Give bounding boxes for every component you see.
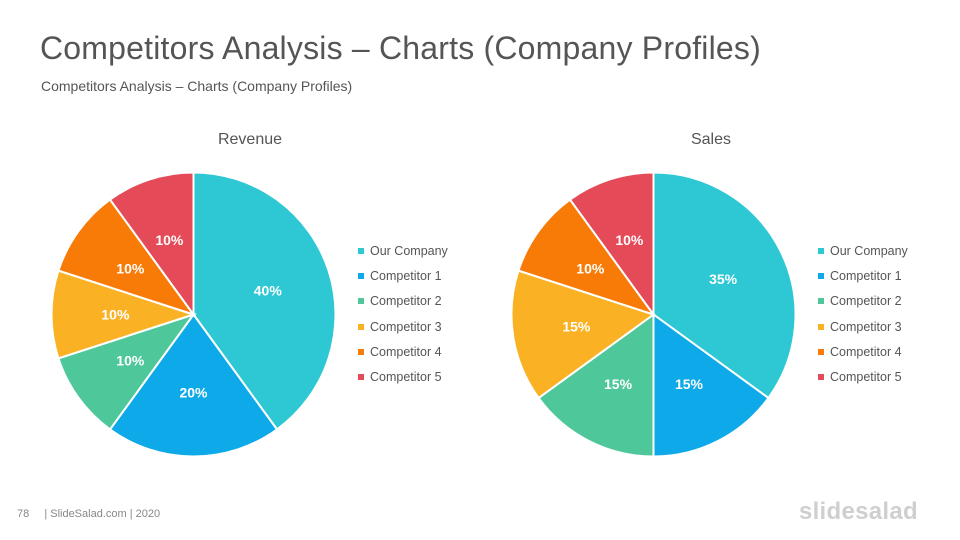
legend-label: Our Company [830, 243, 908, 258]
legend-item-competitor-4: Competitor 4 [358, 339, 448, 364]
legend-swatch [818, 298, 824, 305]
pie-slice-competitor-1 [108, 312, 279, 458]
pie-slice-competitor-3 [50, 269, 197, 360]
sales-legend: Our Company Competitor 1 Competitor 2 Compe… [818, 238, 908, 390]
pie-slice-competitor-1 [652, 312, 770, 458]
revenue-pie-chart: 40% 20% 10% 10% 10% 10% [50, 171, 337, 458]
data-label-competitor-4: 10% [576, 261, 605, 277]
chart-title-sales: Sales [690, 131, 732, 148]
legend-label: Competitor 4 [370, 344, 442, 359]
data-label-competitor-4: 10% [116, 261, 145, 277]
legend-item-competitor-5: Competitor 5 [818, 364, 908, 389]
pie-slice-competitor-5 [108, 171, 195, 318]
legend-item-competitor-3: Competitor 3 [358, 314, 448, 339]
sales-pie-chart: 35% 15% 15% 15% 10% 10% [510, 171, 797, 458]
legend-swatch [358, 247, 364, 254]
legend-label: Competitor 4 [830, 344, 902, 359]
legend-swatch [358, 348, 364, 355]
legend-label: Competitor 1 [370, 268, 442, 283]
legend-swatch [818, 247, 824, 254]
legend-label: Competitor 1 [830, 268, 902, 283]
legend-label: Our Company [370, 243, 448, 258]
legend-swatch [818, 348, 824, 355]
legend-item-competitor-2: Competitor 2 [358, 289, 448, 314]
data-label-our-company: 35% [709, 271, 738, 287]
data-label-competitor-3: 10% [101, 307, 130, 323]
data-label-competitor-1: 15% [675, 376, 704, 392]
legend-item-competitor-4: Competitor 4 [818, 339, 908, 364]
legend-swatch [358, 298, 364, 305]
legend-swatch [818, 323, 824, 330]
pie-slice-our-company [652, 171, 797, 400]
legend-item-competitor-1: Competitor 1 [358, 263, 448, 288]
legend-swatch [818, 374, 824, 381]
legend-swatch [358, 323, 364, 330]
legend-item-competitor-1: Competitor 1 [818, 263, 908, 288]
legend-label: Competitor 5 [370, 370, 442, 385]
legend-label: Competitor 2 [370, 294, 442, 309]
pie-slice-competitor-4 [57, 198, 197, 317]
legend-item-our-company: Our Company [358, 238, 448, 263]
pie-slice-competitor-2 [57, 312, 197, 431]
data-label-competitor-2: 15% [604, 376, 633, 392]
footer-credit: | SlideSalad.com | 2020 [44, 508, 161, 520]
legend-label: Competitor 3 [830, 319, 902, 334]
pie-slice-competitor-3 [510, 269, 656, 400]
legend-item-competitor-3: Competitor 3 [818, 314, 908, 339]
data-label-our-company: 40% [254, 282, 283, 298]
revenue-legend: Our Company Competitor 1 Competitor 2 Compe… [358, 238, 448, 390]
data-label-competitor-3: 15% [562, 319, 591, 335]
pie-slice-competitor-5 [568, 171, 655, 318]
legend-swatch [358, 272, 364, 279]
pie-slice-competitor-2 [537, 312, 655, 458]
pie-slice-our-company [192, 171, 337, 431]
legend-label: Competitor 2 [830, 294, 902, 309]
chart-title-revenue: Revenue [217, 131, 283, 148]
data-label-competitor-5: 10% [155, 232, 184, 248]
data-label-competitor-1: 20% [179, 385, 208, 401]
footer: 78 | SlideSalad.com | 2020 [17, 508, 160, 520]
page-subtitle: Competitors Analysis – Charts (Company P… [41, 78, 353, 94]
pie-slice-competitor-4 [517, 198, 657, 317]
brand-logo: slidesalad [798, 498, 918, 525]
legend-swatch [358, 374, 364, 381]
legend-label: Competitor 3 [370, 319, 442, 334]
page-title: Competitors Analysis – Charts (Company P… [40, 30, 761, 66]
data-label-competitor-2: 10% [116, 352, 145, 368]
legend-item-our-company: Our Company [818, 238, 908, 263]
legend-item-competitor-5: Competitor 5 [358, 364, 448, 389]
legend-label: Competitor 5 [830, 370, 902, 385]
legend-swatch [818, 272, 824, 279]
legend-item-competitor-2: Competitor 2 [818, 289, 908, 314]
page-number: 78 [17, 508, 30, 520]
data-label-competitor-5: 10% [615, 232, 644, 248]
